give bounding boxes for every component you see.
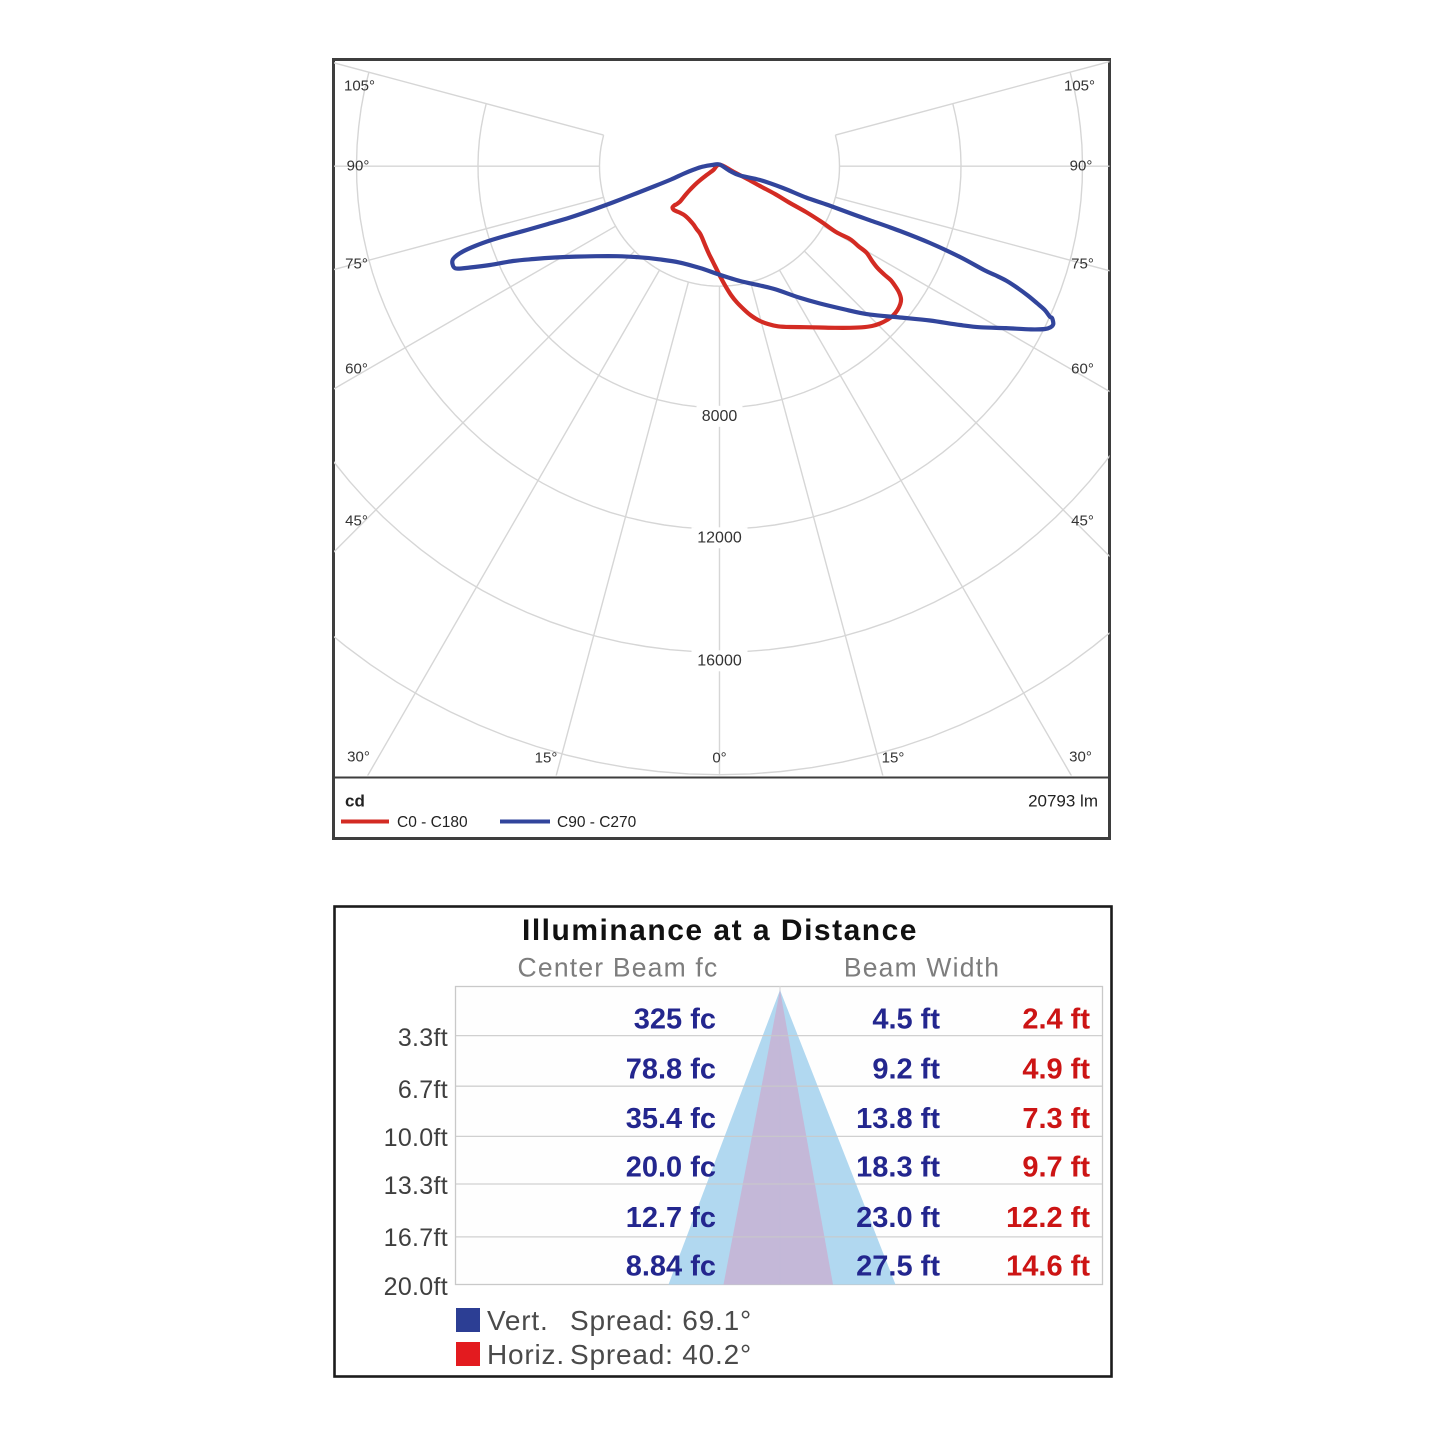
svg-text:20.0ft: 20.0ft [384, 1273, 448, 1301]
svg-text:Vert.: Vert. [487, 1305, 549, 1336]
svg-text:Spread: 69.1°: Spread: 69.1° [570, 1305, 752, 1336]
svg-text:6.7ft: 6.7ft [398, 1076, 448, 1104]
svg-text:27.5 ft: 27.5 ft [856, 1250, 940, 1282]
svg-text:45°: 45° [345, 513, 368, 530]
svg-text:45°: 45° [1071, 513, 1094, 530]
svg-text:12.2 ft: 12.2 ft [1006, 1202, 1090, 1234]
svg-text:75°: 75° [345, 256, 368, 273]
svg-text:16000: 16000 [697, 652, 742, 669]
svg-text:8.84 fc: 8.84 fc [626, 1250, 716, 1282]
svg-text:78.8 fc: 78.8 fc [626, 1053, 716, 1085]
svg-text:30°: 30° [347, 749, 370, 766]
svg-text:8000: 8000 [702, 408, 738, 425]
svg-text:13.3ft: 13.3ft [384, 1172, 448, 1200]
svg-text:Illuminance at a Distance: Illuminance at a Distance [522, 914, 918, 947]
svg-text:105°: 105° [1064, 78, 1095, 95]
svg-text:Spread: 40.2°: Spread: 40.2° [570, 1339, 752, 1370]
svg-text:35.4 fc: 35.4 fc [626, 1103, 716, 1135]
svg-text:18.3 ft: 18.3 ft [856, 1151, 940, 1183]
svg-text:C0 - C180: C0 - C180 [397, 814, 468, 831]
svg-text:30°: 30° [1069, 749, 1092, 766]
svg-text:7.3 ft: 7.3 ft [1022, 1103, 1090, 1135]
svg-text:60°: 60° [345, 361, 368, 378]
svg-text:cd: cd [345, 792, 365, 811]
svg-text:105°: 105° [344, 78, 375, 95]
svg-text:3.3ft: 3.3ft [398, 1024, 448, 1052]
svg-text:C90 - C270: C90 - C270 [557, 814, 637, 831]
svg-text:60°: 60° [1071, 361, 1094, 378]
svg-text:20793 lm: 20793 lm [1028, 792, 1098, 811]
svg-text:12000: 12000 [697, 529, 742, 546]
svg-text:12.7 fc: 12.7 fc [626, 1202, 716, 1234]
svg-text:20.0 fc: 20.0 fc [626, 1151, 716, 1183]
svg-text:4.9 ft: 4.9 ft [1022, 1053, 1090, 1085]
svg-text:0°: 0° [712, 750, 726, 767]
svg-text:2.4 ft: 2.4 ft [1022, 1004, 1090, 1036]
svg-text:Horiz.: Horiz. [487, 1339, 565, 1370]
svg-text:16.7ft: 16.7ft [384, 1224, 448, 1252]
svg-text:Center Beam fc: Center Beam fc [518, 953, 719, 983]
svg-text:15°: 15° [882, 750, 905, 767]
svg-text:14.6 ft: 14.6 ft [1006, 1250, 1090, 1282]
svg-text:Beam Width: Beam Width [844, 953, 1000, 983]
svg-text:325 fc: 325 fc [634, 1004, 716, 1036]
svg-text:9.7 ft: 9.7 ft [1022, 1151, 1090, 1183]
svg-text:4.5 ft: 4.5 ft [872, 1004, 940, 1036]
svg-text:10.0ft: 10.0ft [384, 1124, 448, 1152]
svg-text:23.0 ft: 23.0 ft [856, 1202, 940, 1234]
svg-text:75°: 75° [1071, 256, 1094, 273]
svg-text:9.2 ft: 9.2 ft [872, 1053, 940, 1085]
svg-text:15°: 15° [535, 750, 558, 767]
svg-text:13.8 ft: 13.8 ft [856, 1103, 940, 1135]
svg-text:90°: 90° [347, 158, 370, 175]
svg-text:90°: 90° [1070, 158, 1093, 175]
